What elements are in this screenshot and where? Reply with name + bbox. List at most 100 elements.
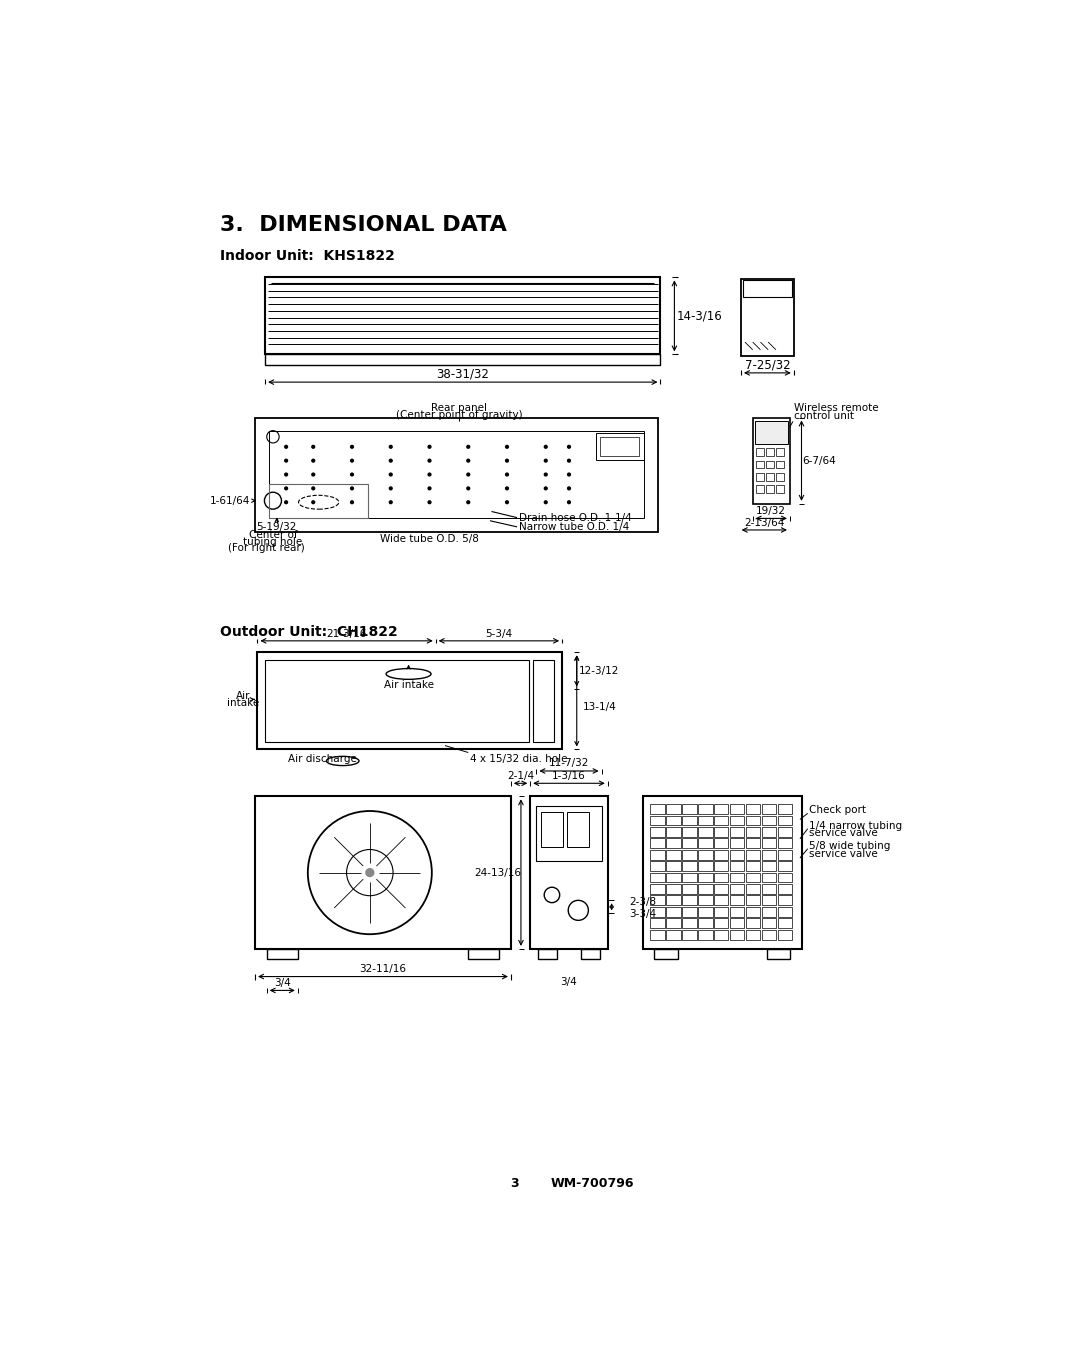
Bar xyxy=(650,884,665,893)
Circle shape xyxy=(505,473,509,475)
Text: 13-1/4: 13-1/4 xyxy=(582,701,616,712)
Bar xyxy=(683,930,697,940)
Text: 1/4 narrow tubing: 1/4 narrow tubing xyxy=(809,821,903,831)
Bar xyxy=(730,816,744,825)
Text: Indoor Unit:  KHS1822: Indoor Unit: KHS1822 xyxy=(220,249,395,263)
Bar xyxy=(746,895,760,906)
Text: (Center point of gravity): (Center point of gravity) xyxy=(395,410,523,421)
Bar xyxy=(698,804,713,814)
Bar xyxy=(746,839,760,849)
Bar xyxy=(730,839,744,849)
Text: 3/4: 3/4 xyxy=(561,977,578,987)
Bar xyxy=(714,884,729,893)
Text: Drain hose O.D. 1-1/4: Drain hose O.D. 1-1/4 xyxy=(518,512,632,523)
Bar xyxy=(761,907,777,917)
Text: 6-7/64: 6-7/64 xyxy=(802,456,836,466)
Bar xyxy=(650,816,665,825)
Bar xyxy=(756,448,764,456)
Bar xyxy=(698,861,713,872)
Bar xyxy=(761,918,777,928)
Bar xyxy=(756,473,764,481)
Bar xyxy=(714,918,729,928)
Circle shape xyxy=(544,459,548,462)
Circle shape xyxy=(467,459,470,462)
Bar xyxy=(743,281,793,297)
Text: 21-3/16: 21-3/16 xyxy=(326,629,367,639)
Text: service valve: service valve xyxy=(809,828,878,839)
Bar xyxy=(666,907,680,917)
Bar xyxy=(650,930,665,940)
Bar xyxy=(756,460,764,469)
Text: Check port: Check port xyxy=(809,805,866,816)
Bar xyxy=(666,816,680,825)
Bar xyxy=(714,827,729,836)
Bar xyxy=(257,652,562,749)
Bar xyxy=(537,805,602,861)
Text: 12-3/12: 12-3/12 xyxy=(579,666,620,676)
Text: 32-11/16: 32-11/16 xyxy=(360,964,406,974)
Text: Wide tube O.D. 5/8: Wide tube O.D. 5/8 xyxy=(380,534,478,545)
Bar xyxy=(581,949,600,959)
Bar xyxy=(683,918,697,928)
Text: 14-3/16: 14-3/16 xyxy=(676,309,723,323)
Bar xyxy=(778,873,793,883)
Bar xyxy=(650,861,665,872)
Circle shape xyxy=(351,445,353,448)
Circle shape xyxy=(312,445,314,448)
Bar xyxy=(666,918,680,928)
Bar xyxy=(698,816,713,825)
Circle shape xyxy=(285,501,287,504)
Bar xyxy=(714,907,729,917)
Text: 24-13/16: 24-13/16 xyxy=(474,868,522,877)
Bar xyxy=(650,850,665,859)
Text: 5-19/32: 5-19/32 xyxy=(257,522,297,533)
Circle shape xyxy=(390,459,392,462)
Bar xyxy=(766,448,773,456)
Bar xyxy=(666,895,680,906)
Circle shape xyxy=(312,473,314,475)
Circle shape xyxy=(428,488,431,490)
Circle shape xyxy=(428,445,431,448)
Bar xyxy=(596,433,644,460)
Bar xyxy=(730,861,744,872)
Bar xyxy=(666,884,680,893)
Text: 5-3/4: 5-3/4 xyxy=(485,629,512,639)
Text: Narrow tube O.D. 1/4: Narrow tube O.D. 1/4 xyxy=(518,522,629,533)
Bar xyxy=(683,839,697,849)
Bar xyxy=(761,850,777,859)
Circle shape xyxy=(568,488,570,490)
Text: 3: 3 xyxy=(511,1177,519,1190)
Bar xyxy=(650,918,665,928)
Bar xyxy=(761,873,777,883)
Circle shape xyxy=(390,501,392,504)
Circle shape xyxy=(544,501,548,504)
Bar xyxy=(666,804,680,814)
Text: service valve: service valve xyxy=(809,849,878,859)
Bar xyxy=(698,907,713,917)
Bar xyxy=(746,804,760,814)
Bar xyxy=(730,918,744,928)
Text: Outdoor Unit:  CH1822: Outdoor Unit: CH1822 xyxy=(220,625,399,639)
Circle shape xyxy=(312,488,314,490)
Text: 19/32: 19/32 xyxy=(756,507,786,516)
Bar xyxy=(775,473,784,481)
Bar xyxy=(683,816,697,825)
Bar xyxy=(778,816,793,825)
Bar xyxy=(778,861,793,872)
Bar xyxy=(683,873,697,883)
Bar xyxy=(730,895,744,906)
Circle shape xyxy=(505,459,509,462)
Bar xyxy=(767,949,789,959)
Bar xyxy=(698,827,713,836)
Text: 2-1/4: 2-1/4 xyxy=(507,771,535,780)
Circle shape xyxy=(544,473,548,475)
Bar xyxy=(761,827,777,836)
Text: 3/4: 3/4 xyxy=(274,978,291,987)
Bar xyxy=(746,873,760,883)
Circle shape xyxy=(544,488,548,490)
Circle shape xyxy=(505,445,509,448)
Bar xyxy=(541,812,563,847)
Text: Wireless remote: Wireless remote xyxy=(794,403,878,413)
Bar xyxy=(775,460,784,469)
Circle shape xyxy=(351,473,353,475)
